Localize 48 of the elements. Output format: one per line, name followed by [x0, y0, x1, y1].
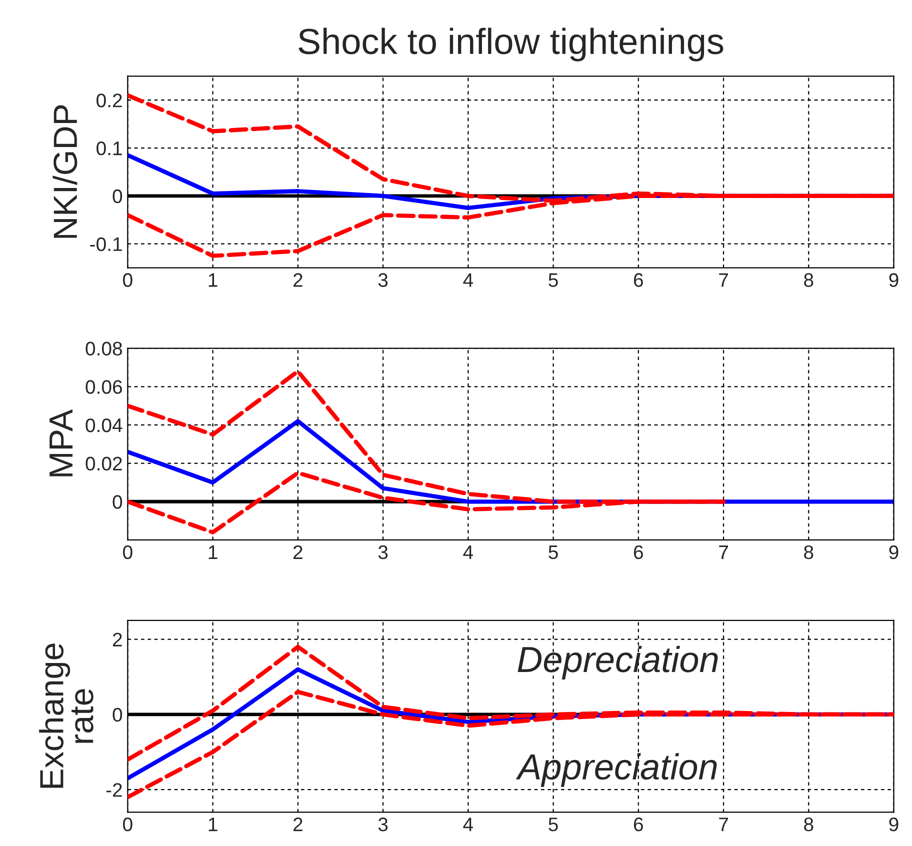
x-tick-label: 6 — [634, 545, 643, 560]
y-tick-label: 0 — [112, 495, 122, 509]
chart-title: Shock to inflow tightenings — [298, 28, 724, 62]
x-tick-label: 2 — [293, 273, 302, 287]
annotation: Appreciation — [516, 753, 717, 787]
x-tick-label: 0 — [123, 818, 132, 832]
x-tick-label: 3 — [378, 545, 388, 560]
y-axis-title: MPA — [50, 409, 73, 476]
x-tick-label: 0 — [123, 545, 132, 560]
y-tick-label: -2 — [106, 783, 122, 797]
y-axis-title: NKI/GDP — [52, 105, 78, 238]
x-tick-label: 5 — [548, 546, 558, 560]
y-tick-label: 0.02 — [86, 456, 122, 471]
x-tick-label: 1 — [208, 546, 218, 559]
x-tick-label: 9 — [889, 818, 898, 832]
y-tick-label: 0 — [112, 708, 122, 722]
x-tick-label: 1 — [208, 818, 218, 832]
y-axis-title: Exchange rate — [39, 644, 94, 788]
x-tick-label: 1 — [208, 273, 218, 287]
x-tick-label: 7 — [719, 273, 728, 287]
y-tick-label: 0.08 — [86, 342, 122, 356]
x-tick-label: 4 — [463, 546, 473, 559]
y-tick-label: 2 — [112, 632, 122, 646]
x-tick-label: 7 — [719, 546, 728, 559]
y-tick-label: 0 — [112, 189, 122, 204]
annotation: Depreciation — [518, 646, 718, 680]
x-tick-label: 0 — [123, 273, 132, 287]
x-tick-label: 7 — [719, 818, 728, 832]
x-tick-label: 5 — [548, 273, 558, 287]
x-tick-label: 3 — [378, 818, 388, 832]
x-tick-label: 4 — [463, 818, 473, 832]
y-tick-label: -0.1 — [90, 237, 122, 252]
x-tick-label: 4 — [463, 273, 473, 287]
x-tick-label: 9 — [889, 273, 898, 287]
y-tick-label: 0.2 — [96, 94, 122, 108]
x-tick-label: 8 — [804, 545, 814, 560]
x-tick-label: 5 — [548, 818, 558, 832]
x-tick-label: 2 — [293, 818, 302, 832]
x-tick-label: 6 — [634, 273, 643, 287]
y-tick-label: 0.1 — [96, 141, 122, 156]
x-tick-label: 8 — [804, 818, 814, 832]
x-tick-label: 8 — [804, 273, 814, 287]
x-tick-label: 9 — [889, 545, 898, 560]
y-tick-label: 0.04 — [86, 418, 122, 432]
y-tick-label: 0.06 — [86, 380, 122, 394]
x-tick-label: 2 — [293, 545, 302, 559]
x-tick-label: 3 — [378, 273, 388, 287]
x-tick-label: 6 — [634, 818, 643, 832]
